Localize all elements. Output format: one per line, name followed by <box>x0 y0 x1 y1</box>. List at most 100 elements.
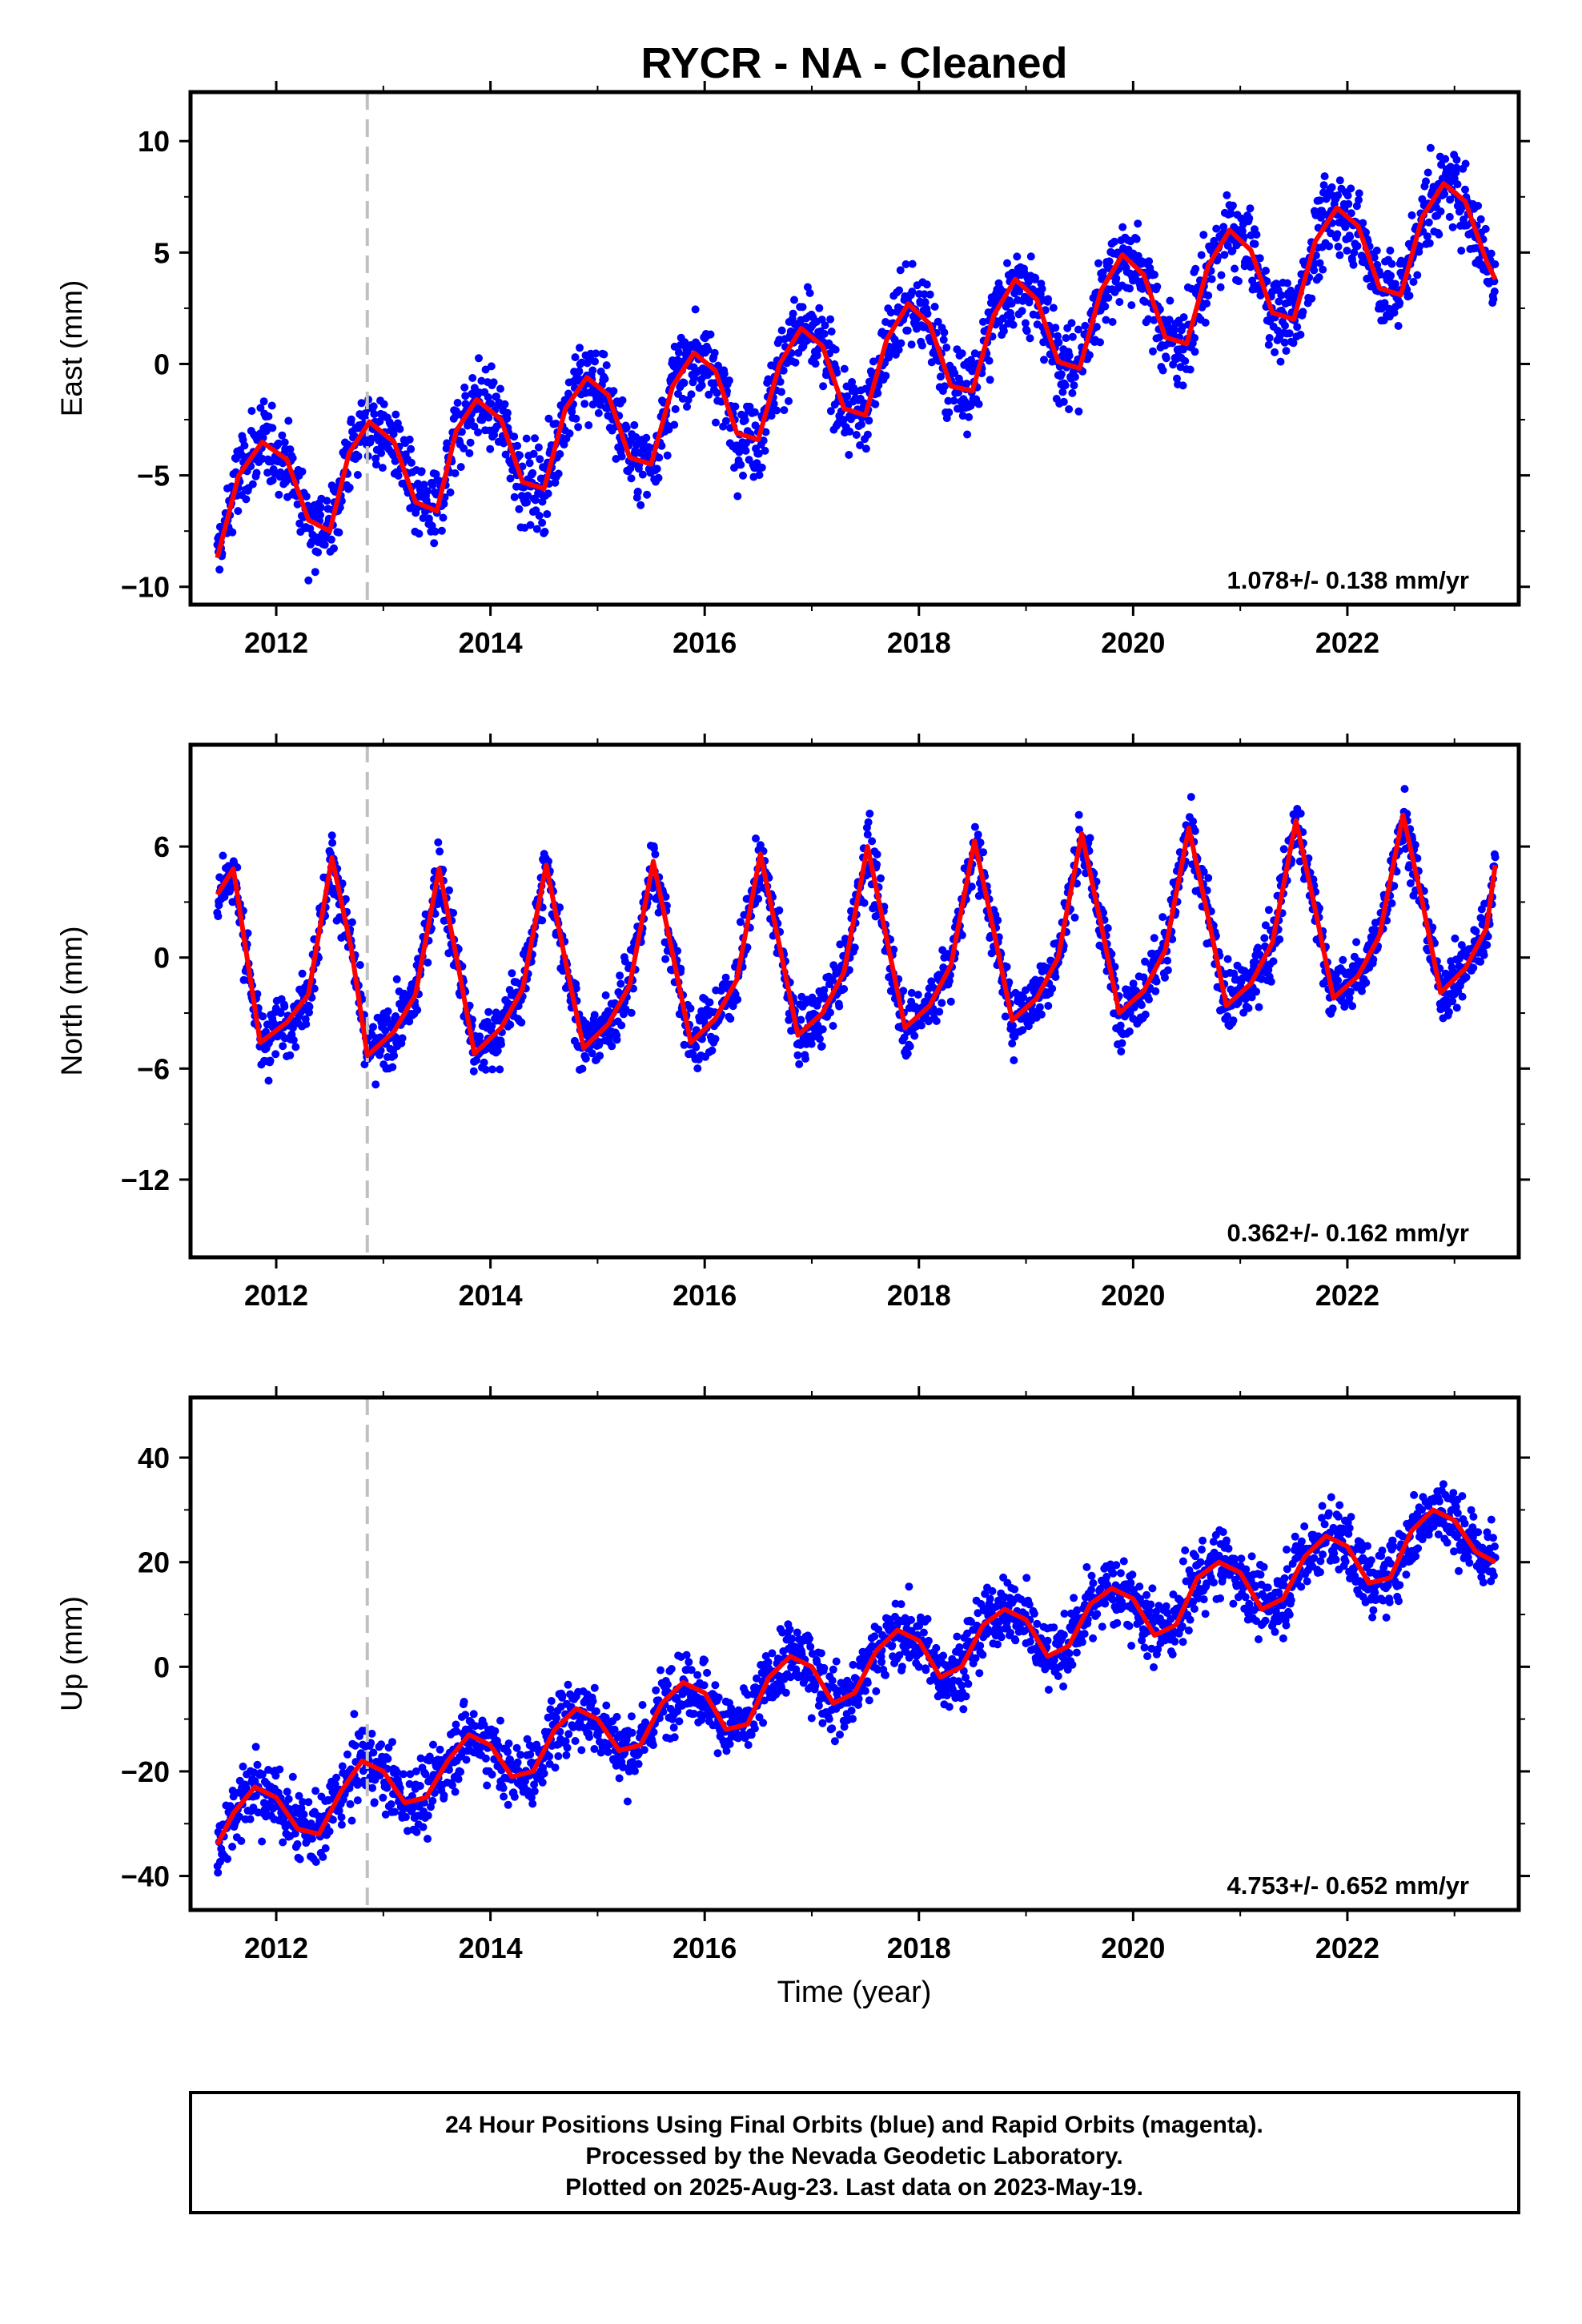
data-point <box>649 844 658 853</box>
data-point <box>391 410 400 419</box>
data-point <box>1049 304 1058 312</box>
data-point <box>1275 935 1284 943</box>
data-point <box>1320 172 1329 181</box>
data-point <box>708 1046 717 1055</box>
data-point <box>1335 176 1344 185</box>
data-point <box>242 495 251 504</box>
data-point <box>1191 334 1199 342</box>
data-point <box>529 449 538 458</box>
data-point <box>1114 248 1122 257</box>
data-point <box>1074 325 1082 334</box>
data-point <box>1117 1047 1126 1055</box>
data-point <box>864 818 873 826</box>
data-point <box>1415 242 1424 251</box>
data-point <box>496 1065 504 1074</box>
data-point <box>538 518 547 527</box>
data-point <box>347 918 356 927</box>
data-point <box>288 1023 297 1032</box>
data-point <box>974 830 982 839</box>
data-point <box>350 1710 359 1719</box>
data-point <box>271 1050 280 1059</box>
data-point <box>259 433 267 442</box>
data-point <box>544 414 553 423</box>
data-point <box>556 903 564 912</box>
data-point <box>1150 316 1158 324</box>
data-point <box>251 1743 260 1751</box>
data-point <box>680 379 689 388</box>
data-point <box>259 1012 267 1021</box>
data-point <box>544 489 552 498</box>
data-point <box>513 441 522 450</box>
data-point <box>388 1063 397 1072</box>
data-point <box>1489 295 1498 304</box>
data-point <box>935 1007 944 1016</box>
data-point <box>1407 211 1416 219</box>
data-point <box>1380 299 1389 308</box>
data-point <box>785 396 793 405</box>
data-point <box>1339 955 1347 964</box>
data-point <box>288 454 297 462</box>
data-point <box>850 943 859 952</box>
data-point <box>1448 997 1457 1006</box>
x-tick-label: 2018 <box>887 626 951 659</box>
data-point <box>1289 339 1298 348</box>
data-point <box>1446 163 1455 171</box>
data-point <box>612 1035 621 1044</box>
data-point <box>826 1008 834 1017</box>
data-point <box>1118 223 1127 231</box>
data-point <box>618 396 627 404</box>
data-point <box>681 338 689 347</box>
data-point <box>1346 987 1355 996</box>
data-point <box>445 886 453 895</box>
data-point <box>1395 299 1404 308</box>
data-point <box>1009 320 1018 329</box>
data-point <box>552 420 560 428</box>
data-point <box>651 850 660 858</box>
data-point <box>1051 324 1060 332</box>
data-point <box>517 1018 526 1027</box>
data-point <box>1363 275 1371 283</box>
data-point <box>636 501 645 509</box>
data-point <box>1252 231 1261 239</box>
data-point <box>417 467 426 476</box>
data-point <box>1026 252 1035 261</box>
data-point <box>908 259 917 268</box>
plot-frame <box>188 90 1521 607</box>
data-point <box>1223 955 1232 963</box>
data-point <box>1057 370 1066 379</box>
data-point <box>1145 257 1154 266</box>
data-point <box>522 434 531 443</box>
data-point <box>1452 155 1461 164</box>
data-point <box>1359 219 1367 227</box>
data-point <box>394 472 403 480</box>
data-point <box>811 360 820 368</box>
data-point <box>1457 247 1466 255</box>
data-point <box>320 541 329 549</box>
data-point <box>1070 381 1078 390</box>
x-tick-label: 2016 <box>673 1279 737 1312</box>
data-point <box>215 901 223 910</box>
data-point <box>274 439 283 448</box>
data-point <box>484 413 493 422</box>
data-point <box>355 961 364 969</box>
data-point <box>907 340 916 349</box>
data-point <box>710 348 719 357</box>
data-point <box>508 969 516 978</box>
data-point <box>375 417 384 426</box>
x-tick-label: 2012 <box>244 626 308 659</box>
data-point <box>1153 282 1162 291</box>
data-point <box>484 393 492 401</box>
data-point <box>705 998 714 1007</box>
data-point <box>311 1787 320 1795</box>
data-point <box>1085 351 1094 360</box>
data-point <box>1355 195 1363 204</box>
data-point <box>1070 372 1079 381</box>
data-point <box>284 416 293 425</box>
data-point <box>1165 316 1174 324</box>
data-point <box>1315 273 1323 282</box>
data-point <box>917 1021 926 1030</box>
data-point <box>578 1064 587 1073</box>
data-point <box>711 1035 720 1043</box>
data-point <box>1068 388 1077 397</box>
